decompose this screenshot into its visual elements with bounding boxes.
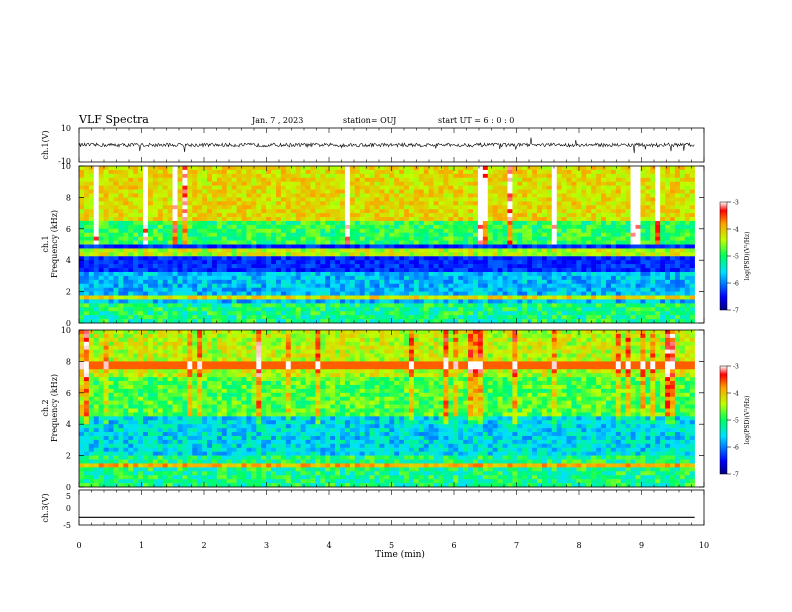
ch1-ytick-bottom: -10 xyxy=(58,157,71,166)
ch1-spectrogram-channel-label: ch.1 xyxy=(41,235,50,252)
ch1-spectrogram-ylabel: Frequency (kHz) xyxy=(50,210,59,278)
station-label: station= OUJ xyxy=(343,116,396,125)
colorbar-tick-label: -7 xyxy=(733,308,739,315)
ch1-spectrogram-heatmap xyxy=(79,166,704,324)
ch1-spectrogram-yticks: 0 2 4 6 8 10 xyxy=(61,162,704,328)
date-label: Jan. 7 , 2023 xyxy=(251,116,303,125)
time-axis-label: Time (min) xyxy=(375,549,425,560)
time-axis-tick-label: 9 xyxy=(639,541,644,550)
ch1-colorbar xyxy=(719,201,728,311)
colorbar-tick-label: -3 xyxy=(733,364,739,371)
ch3-ytick-mid: 0 xyxy=(66,504,71,513)
spectrogram-ytick-label: 2 xyxy=(66,288,71,297)
ch2-spectrogram-heatmap xyxy=(79,330,704,488)
spectrogram-ytick-label: 4 xyxy=(66,420,71,429)
ch3-waveform-frame xyxy=(78,489,705,526)
colorbar-tick-label: -4 xyxy=(733,391,739,398)
time-axis-tick-label: 10 xyxy=(699,541,709,550)
spectrogram-ytick-label: 8 xyxy=(66,193,71,202)
time-axis-tick-labels: 0 1 2 3 4 5 6 7 8 9 10 xyxy=(76,541,709,550)
ch1-ytick-top: 10 xyxy=(61,124,71,133)
ch3-ytick-top: 5 xyxy=(66,492,71,501)
spectrogram-ytick-label: 4 xyxy=(66,256,71,265)
time-axis-tick-label: 6 xyxy=(451,541,456,550)
ch2-spectrogram-ylabel: Frequency (kHz) xyxy=(50,374,59,442)
colorbar-tick-label: -3 xyxy=(733,200,739,207)
ch1-colorbar-label: log(PSD)(V²/Hz) xyxy=(744,232,751,281)
time-axis-tick-label: 8 xyxy=(576,541,581,550)
ch3-waveform-ylabel: ch.3(V) xyxy=(41,493,50,522)
spectrogram-ytick-label: 6 xyxy=(66,389,71,398)
spectrogram-ytick-label: 2 xyxy=(66,452,71,461)
ch2-colorbar xyxy=(719,365,728,475)
ch1-waveform-panel: 10 -10 ch.1(V) xyxy=(41,124,705,166)
time-axis-tick-label: 4 xyxy=(326,541,331,550)
colorbar-tick-label: -4 xyxy=(733,227,739,234)
ch1-waveform-trace xyxy=(78,137,695,154)
spectrogram-ytick-label: 0 xyxy=(66,319,71,328)
time-axis-tick-label: 2 xyxy=(201,541,206,550)
spectrogram-ytick-label: 10 xyxy=(61,162,71,171)
ch2-spectrogram-channel-label: ch.2 xyxy=(41,399,50,416)
time-axis-ticks xyxy=(78,128,705,525)
time-axis-tick-label: 7 xyxy=(514,541,519,550)
colorbar-tick-label: -5 xyxy=(733,418,739,425)
time-axis-tick-label: 1 xyxy=(139,541,144,550)
colorbar-tick-label: -6 xyxy=(733,281,739,288)
ch1-waveform-ylabel: ch.1(V) xyxy=(41,130,50,159)
time-axis-tick-label: 5 xyxy=(389,541,394,550)
figure-title: VLF Spectra xyxy=(78,113,149,126)
time-axis-tick-label: 3 xyxy=(264,541,269,550)
spectrogram-ytick-label: 10 xyxy=(61,326,71,335)
start-time-label: start UT = 6 : 0 : 0 xyxy=(438,116,514,125)
ch3-ytick-bottom: -5 xyxy=(63,521,71,530)
spectrogram-ytick-label: 8 xyxy=(66,357,71,366)
ch2-colorbar-ticks: -3 -4 -5 -6 -7 xyxy=(727,364,739,479)
colorbar-tick-label: -7 xyxy=(733,472,739,479)
ch1-colorbar-ticks: -3 -4 -5 -6 -7 xyxy=(727,200,739,315)
colorbar-tick-label: -6 xyxy=(733,445,739,452)
ch2-colorbar-label: log(PSD)(V²/Hz) xyxy=(744,396,751,445)
colorbar-tick-label: -5 xyxy=(733,254,739,261)
spectrogram-ytick-label: 0 xyxy=(66,483,71,492)
ch3-waveform-panel: 5 0 -5 ch.3(V) xyxy=(41,489,705,530)
ch2-spectrogram-yticks: 0 2 4 6 8 10 xyxy=(61,326,704,492)
spectrogram-ytick-label: 6 xyxy=(66,225,71,234)
time-axis-tick-label: 0 xyxy=(76,541,81,550)
